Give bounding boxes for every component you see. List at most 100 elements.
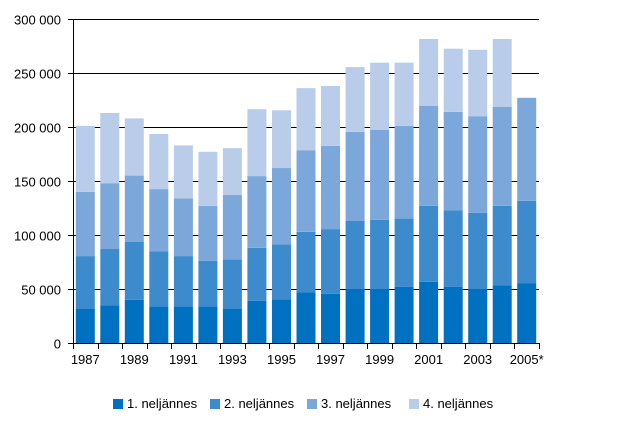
bar-segment-1994-q3 [247,176,267,248]
bar-segment-1998-q3 [345,131,365,221]
bar-segment-1992-q3 [198,205,218,261]
bar-segment-1987-q4 [75,125,95,192]
y-tick-label: 0 [54,337,61,352]
axes [68,19,540,349]
bar-segment-1997-q4 [321,86,340,146]
bar-segment-1991-q2 [173,256,193,307]
bar-segment-1988-q2 [100,249,120,306]
bar-segment-1995-q2 [272,244,291,300]
bar-segment-1990-q3 [149,189,169,252]
bar-segment-1999-q1 [370,289,390,343]
x-tick-label: 2001 [414,352,443,367]
bar-segment-2005-q1 [517,283,537,343]
bar-segment-1998-q2 [345,221,365,289]
bar-segment-1991-q3 [173,198,193,257]
bar-segment-2001-q2 [419,205,439,282]
bar-segment-2001-q1 [419,282,439,343]
bar-segment-2004-q3 [492,107,512,206]
bar-segment-2000-q1 [394,286,414,343]
bar-segment-1999-q3 [370,129,390,220]
bar-segment-2003-q1 [468,289,488,343]
legend-label-q4: 4. neljännes [423,396,494,411]
bar-segment-2002-q4 [443,48,463,112]
bars [75,39,537,343]
bar-segment-1990-q1 [149,306,169,343]
bar-segment-1987-q3 [75,191,95,257]
legend-label-q2: 2. neljännes [224,396,295,411]
bar-segment-1990-q2 [149,251,169,307]
bar-segment-1988-q4 [100,113,120,184]
bar-segment-1989-q3 [124,175,144,242]
bar-segment-1989-q1 [124,299,144,343]
y-tick-label: 100 000 [14,229,61,244]
bar-segment-1996-q1 [296,292,316,343]
bar-segment-2003-q2 [468,212,488,289]
y-tick-label: 200 000 [14,121,61,136]
bar-segment-1989-q2 [124,242,144,300]
bar-segment-2001-q4 [419,39,439,106]
bar-segment-2002-q2 [443,210,463,287]
legend-item-q2: 2. neljännes [210,396,294,411]
bar-segment-1998-q4 [345,67,365,132]
bar-segment-2004-q4 [492,39,512,107]
y-tick-label: 250 000 [14,67,61,82]
x-tick-label: 1989 [120,352,149,367]
bar-segment-1999-q4 [370,62,390,130]
legend-swatch-q1 [113,398,123,409]
y-tick-label: 300 000 [14,13,61,28]
x-axis-labels: 1987 1989 1991 1993 1995 1997 1999 2001 2003 2005… [71,352,544,367]
bar-segment-1999-q2 [370,219,390,289]
bar-segment-2003-q4 [468,49,488,117]
bar-segment-1997-q3 [321,145,340,230]
bar-segment-1987-q2 [75,256,95,309]
bar-segment-1996-q3 [296,150,316,232]
legend-label-q3: 3. neljännes [321,396,392,411]
x-tick-label: 1993 [218,352,247,367]
bar-segment-2005-q3 [517,97,537,201]
legend-swatch-q3 [307,398,317,409]
x-tick-label: 1997 [316,352,345,367]
bar-segment-1992-q1 [198,306,218,343]
legend-swatch-q4 [409,398,419,409]
bar-segment-1987-q1 [75,309,95,343]
bar-segment-1993-q1 [222,309,242,343]
bar-segment-1991-q4 [173,145,193,199]
bar-segment-1992-q2 [198,260,218,307]
bar-segment-2004-q1 [492,285,512,343]
x-tick-label: 1987 [71,352,100,367]
bar-segment-1993-q4 [222,148,242,196]
bar-segment-1996-q2 [296,231,316,293]
bar-segment-2000-q4 [394,62,414,126]
legend: 1. neljännes 2. neljännes 3. neljännes 4… [0,396,636,414]
x-tick-label: 2005* [510,352,544,367]
bar-segment-1994-q4 [247,109,267,177]
bar-segment-1989-q4 [124,118,144,176]
x-tick-label: 2003 [463,352,492,367]
legend-item-q4: 4. neljännes [409,396,493,411]
legend-label-q1: 1. neljännes [127,396,198,411]
bar-segment-1994-q2 [247,248,267,301]
y-axis-labels: 0 50 000 100 000 150 000 200 000 250 000 300 0… [14,13,61,352]
x-tick-label: 1991 [169,352,198,367]
bar-segment-2005-q2 [517,201,537,284]
bar-segment-2003-q3 [468,116,488,213]
stacked-bar-chart: 0 50 000 100 000 150 000 200 000 250 000 300 0… [14,13,544,368]
bar-segment-1996-q4 [296,88,316,151]
bar-segment-2002-q3 [443,111,463,211]
bar-segment-1997-q1 [321,293,340,343]
bar-segment-2000-q2 [394,218,414,287]
bar-segment-1988-q1 [100,305,120,343]
y-tick-label: 50 000 [21,283,61,298]
bar-segment-2002-q1 [443,286,463,343]
bar-segment-1991-q1 [173,306,193,343]
bar-segment-1994-q1 [247,300,267,343]
bar-segment-1992-q4 [198,151,218,206]
x-tick-label: 1999 [365,352,394,367]
bar-segment-2001-q3 [419,105,439,206]
bar-segment-1990-q4 [149,134,169,190]
y-tick-label: 150 000 [14,175,61,190]
x-tick-label: 1995 [267,352,296,367]
legend-item-q3: 3. neljännes [307,396,391,411]
bar-segment-1995-q1 [272,299,291,343]
bar-segment-1995-q3 [272,168,291,245]
